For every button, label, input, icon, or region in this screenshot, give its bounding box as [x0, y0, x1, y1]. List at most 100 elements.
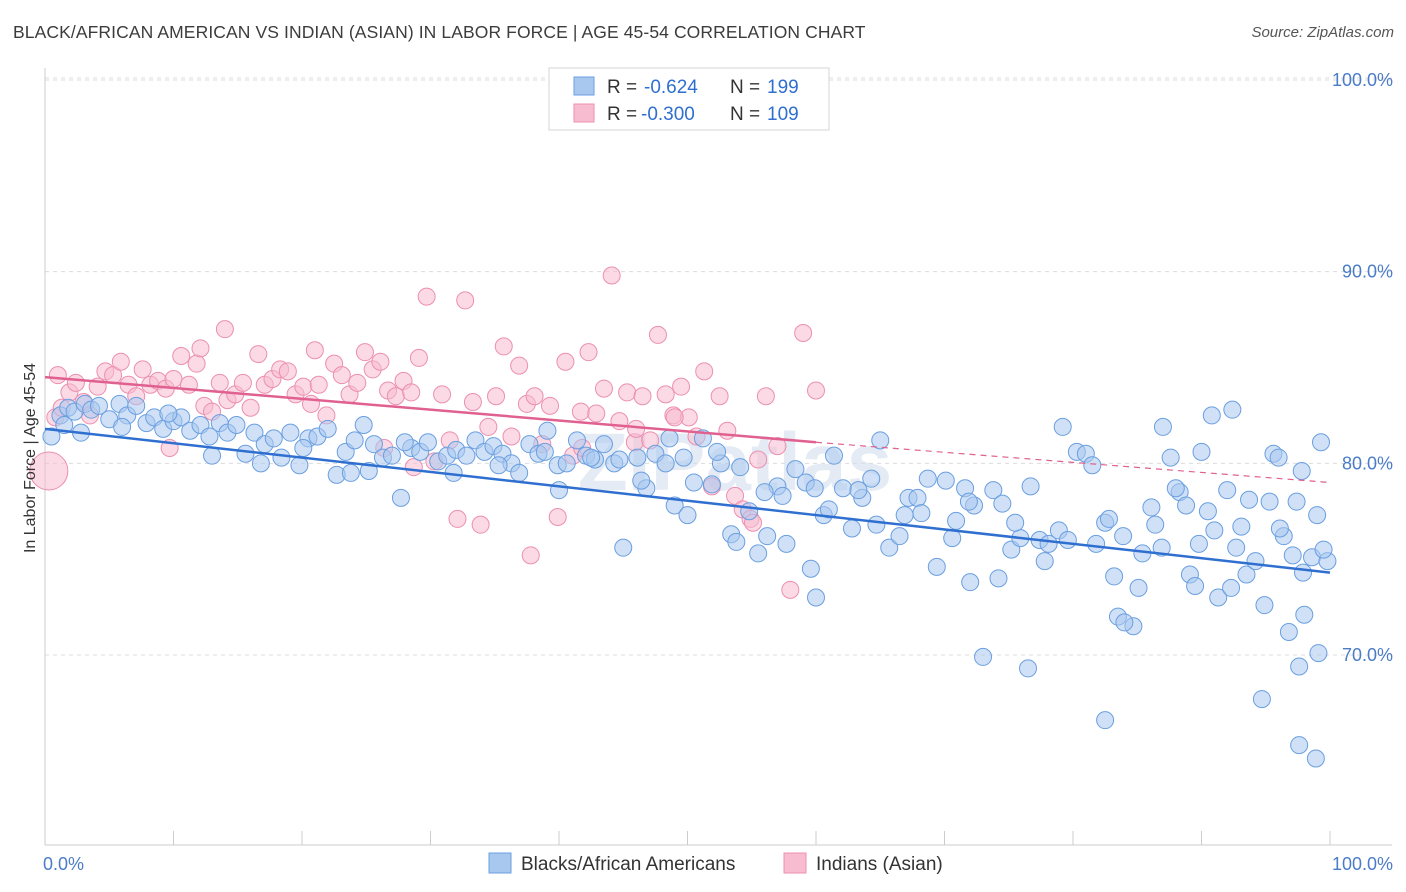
blue-point [1269, 448, 1288, 467]
pink-point [29, 451, 69, 491]
blue-point [1166, 479, 1185, 498]
blue-point [777, 534, 796, 553]
pink-point [525, 387, 544, 406]
blue-point [1314, 540, 1333, 559]
blue-point [912, 504, 931, 523]
x-tick-labels: 0.0% 100.0% [43, 854, 1393, 874]
blue-point [1308, 506, 1327, 525]
bottom-legend-label-blue: Blacks/African Americans [521, 854, 735, 875]
blue-point [203, 446, 222, 465]
bottom-legend: Blacks/African Americans Indians (Asian) [488, 852, 943, 875]
legend-r-value-blue: -0.624 [644, 77, 698, 98]
legend-n-value-blue: 199 [767, 77, 799, 98]
blue-point [113, 417, 132, 436]
pink-point [309, 375, 328, 394]
blue-point [984, 481, 1003, 500]
blue-point [200, 427, 219, 446]
blue-point [1142, 498, 1161, 517]
blue-point [281, 423, 300, 442]
chart-title: BLACK/AFRICAN AMERICAN VS INDIAN (ASIAN)… [13, 22, 866, 42]
blue-point [1205, 521, 1224, 540]
pink-point [579, 343, 598, 362]
blue-point [345, 431, 364, 450]
blue-point [364, 435, 383, 454]
blue-point [538, 421, 557, 440]
pink-point [633, 387, 652, 406]
blue-point [457, 446, 476, 465]
blue-point [227, 416, 246, 434]
pink-point [417, 287, 436, 306]
blue-point [1223, 400, 1242, 419]
pink-point [672, 377, 691, 396]
blue-point [786, 460, 805, 479]
blue-point [702, 475, 721, 494]
trend-line-pink-extension [815, 441, 1331, 484]
pink-point [594, 379, 613, 398]
blue-point [871, 431, 890, 450]
y-tick-label-70: 70.0% [1342, 645, 1393, 665]
blue-point [1006, 513, 1025, 532]
blue-point [824, 446, 843, 465]
blue-point [959, 492, 978, 511]
blue-point [1255, 596, 1274, 615]
pink-point [48, 366, 67, 385]
blue-point [961, 573, 980, 592]
pink-point [665, 408, 684, 427]
pink-point [172, 347, 191, 365]
pink-point [648, 325, 667, 344]
trend-lines [44, 375, 1331, 574]
blue-point [890, 527, 909, 546]
pink-point [111, 352, 130, 371]
blue-point [740, 502, 759, 521]
blue-point [674, 448, 693, 467]
pink-point [164, 370, 183, 388]
blue-point [801, 559, 820, 578]
pink-point [210, 373, 229, 392]
blue-point [1189, 534, 1208, 553]
pink-point [471, 515, 490, 534]
source-credit: Source: ZipAtlas.com [1251, 24, 1394, 41]
blue-point [773, 486, 792, 505]
blue-point [1115, 613, 1134, 632]
pink-point [756, 387, 775, 406]
y-tick-labels: 70.0% 80.0% 90.0% 100.0% [1332, 70, 1393, 665]
blue-point [727, 532, 746, 551]
blue-point [1218, 481, 1237, 500]
blue-point [594, 435, 613, 454]
blue-point [819, 500, 838, 519]
pink-point [404, 458, 423, 477]
pink-point [386, 387, 405, 406]
blue-point [1152, 538, 1171, 557]
blue-point [1209, 588, 1228, 607]
pink-point [294, 377, 313, 396]
blue-point [1279, 623, 1298, 641]
legend-box: R = -0.624 N = 199 R = -0.300 N = 109 [548, 67, 830, 131]
blue-point [1292, 462, 1311, 480]
blue-point [974, 647, 993, 666]
pink-point [355, 343, 374, 362]
blue-point [557, 454, 576, 473]
bottom-legend-swatch-blue [488, 852, 512, 874]
blue-point [391, 488, 410, 507]
blue-point [489, 456, 508, 475]
blue-point [833, 479, 852, 498]
pink-point [66, 373, 85, 392]
blue-point [1105, 567, 1124, 586]
pink-point [479, 417, 498, 436]
blue-point [665, 496, 684, 515]
blue-point [656, 454, 675, 473]
pink-point [332, 366, 351, 385]
blue-point [1129, 578, 1148, 597]
blue-point [245, 423, 264, 442]
blue-point [1283, 546, 1302, 565]
blue-point [895, 506, 914, 525]
pink-point [618, 383, 637, 402]
blue-point [264, 429, 283, 448]
pink-point [749, 450, 768, 469]
pink-point [781, 580, 800, 599]
blue-point [1053, 417, 1072, 436]
blue-point [1202, 406, 1221, 425]
pink-point [768, 437, 787, 456]
pink-point [456, 291, 475, 310]
